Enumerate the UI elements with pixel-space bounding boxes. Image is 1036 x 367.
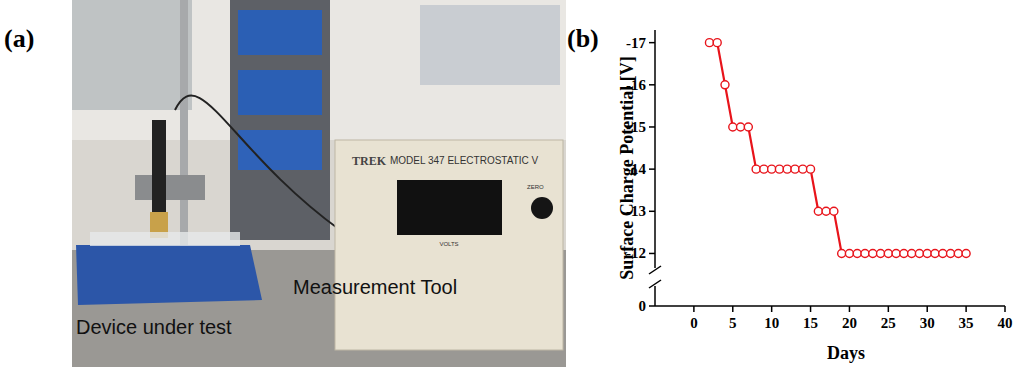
- x-tick: [810, 306, 812, 312]
- y-tick: [649, 126, 655, 128]
- data-point: [931, 249, 939, 257]
- data-point: [822, 207, 830, 215]
- data-point: [775, 165, 783, 173]
- x-tick-label: 10: [764, 315, 779, 331]
- data-point: [768, 165, 776, 173]
- x-tick: [771, 306, 773, 312]
- x-tick: [693, 306, 695, 312]
- y-tick: [649, 42, 655, 44]
- x-tick-label: 5: [729, 315, 737, 331]
- y-tick: [649, 253, 655, 255]
- data-point: [744, 123, 752, 131]
- data-point: [783, 165, 791, 173]
- axis-break: [649, 266, 661, 274]
- photo-label: Device under test: [76, 316, 232, 338]
- clamp: [135, 175, 205, 200]
- data-point: [729, 123, 737, 131]
- data-point: [915, 249, 923, 257]
- blue-bin: [238, 70, 322, 115]
- knob-label: ZERO: [527, 184, 544, 190]
- instrument-brand: TREK: [352, 154, 387, 168]
- data-point: [845, 249, 853, 257]
- series-line: [709, 43, 966, 254]
- sample-plate: [90, 232, 240, 246]
- data-point: [900, 249, 908, 257]
- data-point: [737, 123, 745, 131]
- x-tick-label: 20: [842, 315, 857, 331]
- x-tick: [732, 306, 734, 312]
- data-point: [877, 249, 885, 257]
- photo-label: Measurement Tool: [293, 276, 457, 298]
- cabinet: [72, 0, 192, 110]
- data-point: [721, 81, 729, 89]
- data-point: [760, 165, 768, 173]
- photo-panel: TREKMODEL 347 ELECTROSTATIC V VOLTS ZERO Me…: [72, 0, 566, 367]
- x-tick: [888, 306, 890, 312]
- data-point: [923, 249, 931, 257]
- instrument-model: MODEL 347 ELECTROSTATIC V: [390, 155, 539, 166]
- data-point: [861, 249, 869, 257]
- data-point: [814, 207, 822, 215]
- cable: [175, 96, 340, 230]
- knob: [531, 197, 553, 219]
- data-point: [939, 249, 947, 257]
- x-tick-label: 35: [959, 315, 974, 331]
- y-tick-label: 0: [639, 298, 647, 314]
- y-tick: [649, 168, 655, 170]
- chart: (b)0-12-13-14-15-16-170510152025303540Da…: [567, 24, 1013, 363]
- display-label: VOLTS: [439, 241, 458, 247]
- data-point: [954, 249, 962, 257]
- y-tick: [649, 305, 655, 307]
- y-tick: [649, 84, 655, 86]
- stand-base: [76, 245, 262, 305]
- y-axis-title: Surface Charge Potential [V]: [617, 56, 637, 279]
- data-point: [892, 249, 900, 257]
- data-point: [908, 249, 916, 257]
- data-point: [853, 249, 861, 257]
- data-point: [884, 249, 892, 257]
- x-tick-label: 15: [803, 315, 818, 331]
- stand-rod: [180, 0, 188, 255]
- x-tick: [849, 306, 851, 312]
- photo-background: [72, 0, 566, 367]
- panel-label: (a): [4, 24, 34, 53]
- data-point: [838, 249, 846, 257]
- data-point: [713, 39, 721, 47]
- x-tick-label: 25: [881, 315, 896, 331]
- shelf: [230, 0, 330, 240]
- data-point: [705, 39, 713, 47]
- data-point: [799, 165, 807, 173]
- window: [420, 5, 560, 85]
- y-axis: [654, 30, 656, 268]
- y-tick: [649, 211, 655, 213]
- data-group: [705, 39, 970, 258]
- axis-break: [649, 280, 661, 288]
- x-axis-title: Days: [827, 343, 865, 363]
- x-tick-label: 30: [920, 315, 935, 331]
- data-point: [869, 249, 877, 257]
- panel-label: (b): [567, 24, 599, 53]
- figure: TREKMODEL 347 ELECTROSTATIC V VOLTS ZERO Me…: [0, 0, 1036, 367]
- x-axis: [655, 305, 1005, 307]
- x-tick-label: 40: [998, 315, 1013, 331]
- x-tick: [926, 306, 928, 312]
- y-tick-label: -17: [626, 35, 646, 51]
- x-tick: [1004, 306, 1006, 312]
- probe: [152, 120, 166, 215]
- instrument: [335, 140, 563, 350]
- data-point: [791, 165, 799, 173]
- data-point: [807, 165, 815, 173]
- display: [397, 180, 502, 235]
- data-point: [947, 249, 955, 257]
- x-tick: [965, 306, 967, 312]
- blue-bin: [238, 10, 322, 55]
- data-point: [830, 207, 838, 215]
- y-axis: [654, 286, 656, 306]
- data-point: [962, 249, 970, 257]
- data-point: [752, 165, 760, 173]
- x-tick-label: 0: [690, 315, 698, 331]
